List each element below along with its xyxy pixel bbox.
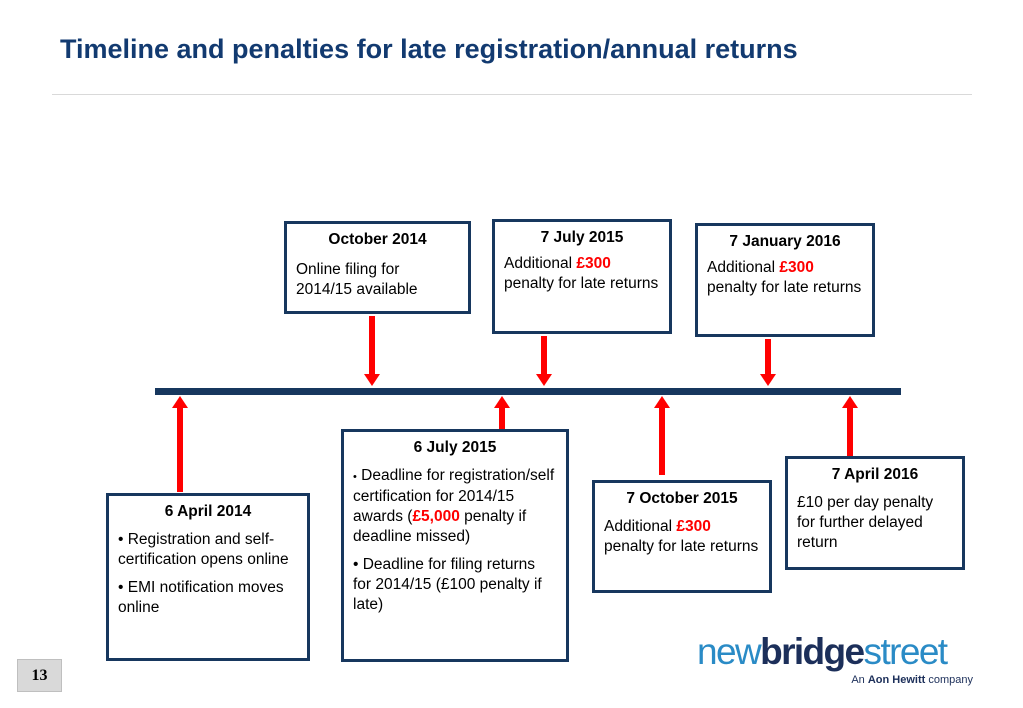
arrow-up-7-april-2016: [842, 396, 858, 456]
event-box-7-october-2015: 7 October 2015 Additional £300 penalty f…: [592, 480, 772, 593]
event-bullet: • Deadline for registration/self certifi…: [353, 467, 555, 545]
event-box-6-april-2014: 6 April 2014 • Registration and self-cer…: [106, 493, 310, 661]
event-bullet: • Deadline for filing returns for 2014/1…: [353, 556, 542, 613]
event-date: 6 April 2014: [164, 503, 252, 520]
arrow-up-7-october-2015: [654, 396, 670, 475]
page-number: 13: [17, 659, 62, 692]
logo-tagline: An Aon Hewitt company: [851, 674, 973, 686]
event-box-october-2014: October 2014 Online filing for 2014/15 a…: [284, 221, 471, 314]
event-text: Online filing for 2014/15 available: [296, 261, 418, 298]
event-bullet: • Registration and self-certification op…: [118, 531, 289, 568]
event-box-7-january-2016: 7 January 2016 Additional £300 penalty f…: [695, 223, 875, 337]
penalty-amount: £5,000: [412, 508, 460, 525]
penalty-amount: £300: [779, 259, 814, 276]
newbridgestreet-logo: newbridgestreet An Aon Hewitt company: [697, 631, 977, 687]
event-date: 7 January 2016: [729, 233, 841, 250]
arrow-down-7-july-2015: [536, 336, 552, 386]
event-text: Additional £300 penalty for late returns: [604, 518, 759, 555]
event-box-7-april-2016: 7 April 2016 £10 per day penalty for fur…: [785, 456, 965, 570]
event-date: 7 July 2015: [540, 229, 624, 246]
event-date: 7 April 2016: [831, 466, 919, 483]
slide-title: Timeline and penalties for late registra…: [60, 34, 798, 64]
penalty-amount: £300: [676, 518, 711, 535]
event-date: 6 July 2015: [413, 439, 497, 456]
title-divider: [52, 94, 972, 95]
event-text: Additional £300 penalty for late returns: [707, 259, 862, 296]
event-text: Additional £300 penalty for late returns: [504, 255, 659, 292]
event-bullet: • EMI notification moves online: [118, 579, 284, 616]
arrow-up-6-july-2015: [494, 396, 510, 429]
event-box-7-july-2015: 7 July 2015 Additional £300 penalty for …: [492, 219, 672, 334]
event-text: £10 per day penalty for further delayed …: [797, 494, 934, 551]
event-box-6-july-2015: 6 July 2015 • Deadline for registration/…: [341, 429, 569, 662]
event-date: 7 October 2015: [626, 490, 738, 507]
arrow-up-6-april-2014: [172, 396, 188, 492]
event-date: October 2014: [328, 231, 427, 248]
arrow-down-october-2014: [364, 316, 380, 386]
arrow-down-7-january-2016: [760, 339, 776, 386]
penalty-amount: £300: [576, 255, 611, 272]
timeline-bar: [155, 388, 901, 395]
logo-wordmark: newbridgestreet: [697, 631, 948, 672]
